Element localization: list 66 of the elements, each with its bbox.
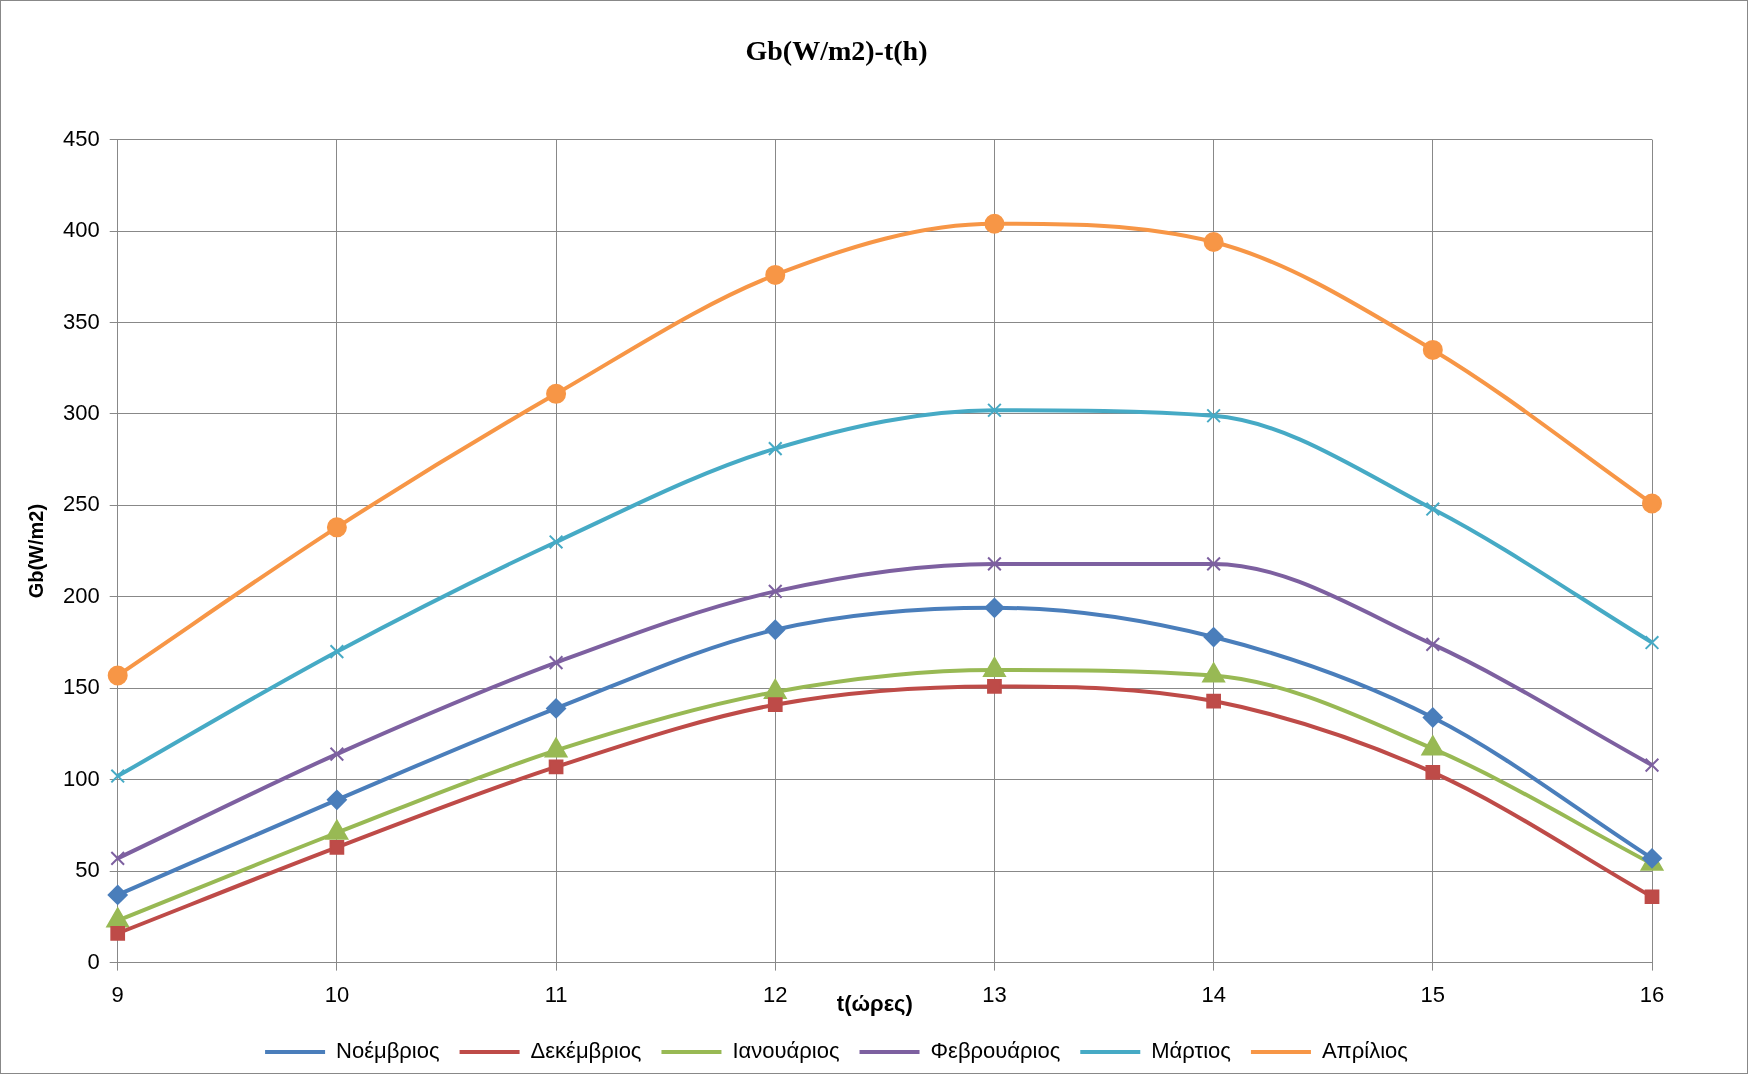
y-tick-label: 400	[62, 217, 100, 243]
point	[987, 679, 1002, 694]
point	[546, 698, 567, 719]
y-tick-label: 200	[62, 582, 100, 608]
point	[1644, 635, 1660, 650]
point	[984, 213, 1005, 234]
point	[110, 850, 126, 866]
y-tick-label: 0	[87, 948, 100, 974]
x-axis-title: t(ώρες)	[836, 990, 913, 1016]
y-tick-label: 100	[62, 765, 100, 791]
y-axis-title: Gb(W/m2)	[24, 503, 47, 599]
y-tick-label: 150	[62, 674, 100, 700]
chart-title: Gb(W/m2)-t(h)	[745, 35, 928, 67]
point	[1203, 232, 1224, 253]
point	[1422, 707, 1443, 728]
legend-label: Ιανουάριος	[732, 1038, 840, 1064]
point	[329, 746, 345, 762]
point	[1644, 889, 1660, 905]
x-tick-label: 13	[982, 981, 1007, 1007]
y-tick-label: 450	[62, 125, 100, 151]
x-tick-label: 11	[544, 981, 568, 1007]
x-tick-label: 10	[324, 981, 350, 1007]
point	[107, 665, 128, 686]
point	[548, 759, 564, 775]
point	[765, 264, 786, 285]
point	[765, 619, 786, 640]
y-tick-label: 300	[62, 400, 100, 425]
point	[1206, 693, 1221, 709]
point	[767, 441, 783, 457]
point	[110, 768, 126, 784]
point	[987, 402, 1002, 418]
x-tick-label: 16	[1639, 981, 1665, 1007]
point	[546, 383, 567, 404]
point	[1203, 627, 1224, 648]
point	[326, 789, 347, 810]
y-tick-label: 50	[75, 857, 100, 883]
x-tick-label: 12	[763, 981, 788, 1007]
point	[329, 840, 345, 855]
point	[1425, 765, 1441, 780]
legend-label: Μάρτιος	[1151, 1038, 1231, 1064]
y-tick-label: 350	[62, 308, 100, 334]
y-tick-label: 250	[62, 491, 100, 517]
point	[1425, 501, 1441, 517]
x-tick-label: 9	[111, 981, 124, 1007]
legend-label: Φεβρουάριος	[930, 1038, 1061, 1064]
point	[1422, 339, 1443, 360]
legend-label: Νοέμβριος	[336, 1038, 440, 1064]
point	[107, 884, 128, 905]
point	[326, 517, 347, 538]
point	[1642, 493, 1662, 514]
legend-label: Απρίλιος	[1321, 1038, 1408, 1064]
point	[1425, 637, 1441, 652]
point	[767, 583, 783, 599]
point	[548, 655, 564, 671]
point	[1644, 757, 1660, 773]
point	[767, 697, 783, 713]
point	[548, 534, 564, 550]
point	[987, 556, 1002, 572]
x-tick-label: 14	[1201, 981, 1226, 1007]
point	[110, 925, 126, 941]
point	[984, 597, 1005, 618]
x-tick-label: 15	[1420, 981, 1446, 1007]
point	[1206, 556, 1221, 572]
point	[1206, 408, 1221, 424]
legend-label: Δεκέμβριος	[530, 1038, 642, 1064]
point	[329, 644, 345, 660]
